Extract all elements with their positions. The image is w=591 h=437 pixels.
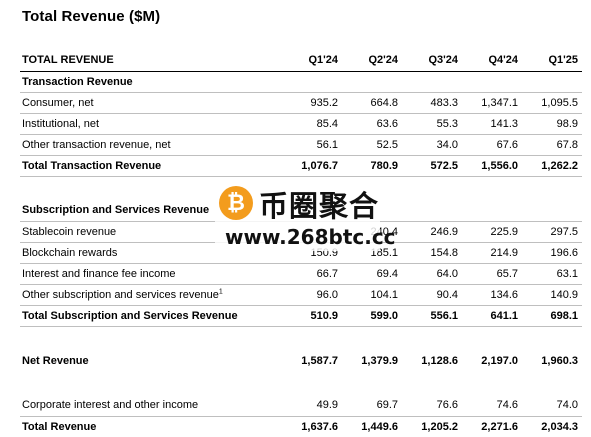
cell-value: 1,587.7 [301,354,338,367]
cell-value: 56.1 [282,134,342,156]
table-row: Other transaction revenue, net 56.1 52.5… [20,134,582,156]
row-label: Total Subscription and Services Revenue [20,304,282,327]
table-row: Consumer, net 935.2 664.8 483.3 1,347.1 … [20,91,582,114]
cell-value: 572.5 [402,154,462,177]
cell-value: 698.1 [522,304,582,327]
cell-value: 599.0 [342,304,402,327]
cell-value: 76.6 [402,395,462,417]
row-label: Total Transaction Revenue [20,154,282,177]
cell-value: 1,128.6 [421,354,458,367]
cell-value: 34.0 [402,134,462,156]
cell-value: 67.8 [522,134,582,156]
cell-value: 225.9 [462,220,522,243]
cell-value: 1,076.7 [282,154,342,177]
cell-value: 64.0 [402,263,462,285]
cell-value: 134.6 [462,284,522,306]
cell-value: 1,449.6 [342,415,402,437]
row-label-text: Other subscription and services revenue [22,288,219,301]
cell-value: 214.9 [462,242,522,264]
total-row: Total Subscription and Services Revenue … [20,304,582,327]
cell-value: 1,637.6 [282,415,342,437]
cell-value: 74.6 [462,395,522,417]
cell-value: 483.3 [402,91,462,114]
row-label: Other transaction revenue, net [20,134,282,156]
table-row: Interest and finance fee income 66.7 69.… [20,263,582,285]
cell-value: 297.5 [522,220,582,243]
cell-value: 63.6 [342,113,402,135]
cell-value: 2,271.6 [462,415,522,437]
cell-value: 510.9 [282,304,342,327]
cell-value: 67.6 [462,134,522,156]
spacer-row [20,326,582,350]
cell-value: 52.5 [342,134,402,156]
row-label: Net Revenue [22,354,89,367]
cell-value: 69.4 [342,263,402,285]
grand-total-row: Total Revenue 1,637.6 1,449.6 1,205.2 2,… [20,415,582,437]
cell-value: 664.8 [342,91,402,114]
bitcoin-coin-icon: ₿ [219,186,253,220]
cell-value: 49.9 [282,395,342,417]
cell-value: 90.4 [402,284,462,306]
cell-value: 98.9 [522,113,582,135]
row-label: Other subscription and services revenue1 [20,284,282,306]
column-header-q4-24: Q4'24 [462,49,522,72]
row-label: Consumer, net [20,91,282,114]
table-row: Corporate interest and other income 49.9… [20,395,582,417]
cell-value: 935.2 [282,91,342,114]
row-label: Institutional, net [20,113,282,135]
table-header-row: TOTAL REVENUE Q1'24 Q2'24 Q3'24 Q4'24 Q1… [20,49,582,72]
cell-value: 1,262.2 [522,154,582,177]
column-header-q2-24: Q2'24 [342,49,402,72]
page-title: Total Revenue ($M) [22,8,161,25]
column-header-label: TOTAL REVENUE [20,49,282,72]
cell-value: 1,095.5 [522,91,582,114]
spacer-row [20,371,582,395]
cell-value: 85.4 [282,113,342,135]
cell-value: 641.1 [462,304,522,327]
footnote-marker: 1 [218,287,223,295]
cell-value: 1,347.1 [462,91,522,114]
net-revenue-row: Net Revenue 1,587.7 1,379.9 1,128.6 2,19… [20,350,582,371]
cell-value: 1,379.9 [361,354,398,367]
cell-value: 196.6 [522,242,582,264]
cell-value: 55.3 [402,113,462,135]
section-heading-row: Subscription and Services Revenue [20,200,582,221]
cell-value: 780.9 [342,154,402,177]
cell-value: 2,034.3 [522,415,582,437]
section-heading: Subscription and Services Revenue [22,204,210,217]
section-heading-row: Transaction Revenue [20,71,582,92]
cell-value: 1,960.3 [541,354,578,367]
cell-value: 104.1 [342,284,402,306]
watermark-url: www.268btc.cc [225,225,396,249]
cell-value: 2,197.0 [481,354,518,367]
cell-value: 65.7 [462,263,522,285]
cell-value: 154.8 [402,242,462,264]
column-header-q3-24: Q3'24 [402,49,462,72]
cell-value: 1,556.0 [462,154,522,177]
cell-value: 246.9 [402,220,462,243]
cell-value: 63.1 [522,263,582,285]
cell-value: 66.7 [282,263,342,285]
cell-value: 69.7 [342,395,402,417]
total-row: Total Transaction Revenue 1,076.7 780.9 … [20,154,582,177]
cell-value: 74.0 [522,395,582,417]
cell-value: 140.9 [522,284,582,306]
cell-value: 141.3 [462,113,522,135]
watermark-name: 币圈聚合 [259,189,380,223]
section-heading: Transaction Revenue [22,75,133,88]
table-row: Other subscription and services revenue1… [20,284,582,306]
row-label: Corporate interest and other income [20,395,282,417]
row-label: Total Revenue [20,415,282,437]
watermark: ₿ 币圈聚合 www.268btc.cc [215,183,396,251]
cell-value: 1,205.2 [402,415,462,437]
cell-value: 96.0 [282,284,342,306]
column-header-q1-24: Q1'24 [282,49,342,72]
table-row: Institutional, net 85.4 63.6 55.3 141.3 … [20,113,582,135]
row-label: Interest and finance fee income [20,263,282,285]
column-header-q1-25: Q1'25 [522,49,582,72]
cell-value: 556.1 [402,304,462,327]
